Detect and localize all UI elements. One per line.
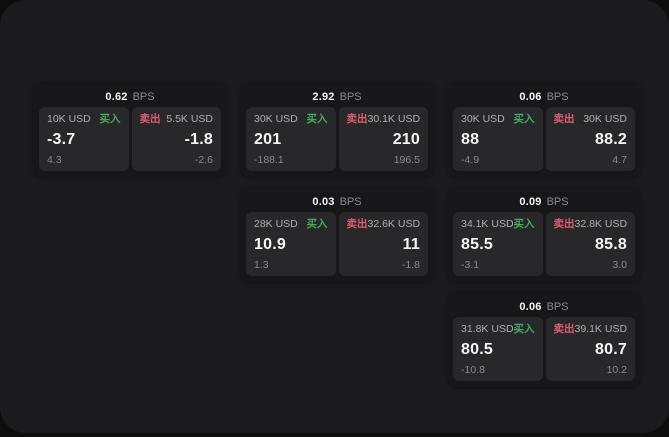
sell-change: 3.0 xyxy=(612,258,627,271)
sell-size: 32.8K USD xyxy=(574,218,628,230)
buy-sell-panels: 28K USD 买入 10.9 1.3 卖出 32.6K USD 11 -1.8 xyxy=(246,212,428,276)
sell-size: 30.1K USD xyxy=(367,113,421,125)
bps-value: 0.03 xyxy=(312,195,335,208)
quote-card: 2.92 BPS 30K USD 买入 201 -188.1 卖出 xyxy=(240,82,434,177)
quote-card: 0.09 BPS 34.1K USD 买入 85.5 -3.1 卖出 xyxy=(447,187,641,282)
buy-change: -10.8 xyxy=(461,363,485,376)
buy-size: 30K USD xyxy=(254,113,298,125)
bps-header: 0.62 BPS xyxy=(39,87,221,106)
sell-size: 5.5K USD xyxy=(166,113,213,125)
sell-price: 210 xyxy=(392,130,420,148)
sell-change: -2.6 xyxy=(194,153,213,166)
buy-panel[interactable]: 34.1K USD 买入 85.5 -3.1 xyxy=(453,212,543,276)
buy-tag: 买入 xyxy=(513,113,535,125)
sell-panel[interactable]: 卖出 32.8K USD 85.8 3.0 xyxy=(545,212,635,276)
buy-price: 85.5 xyxy=(461,235,493,253)
sell-tag: 卖出 xyxy=(553,218,575,230)
buy-change: 4.3 xyxy=(47,153,62,166)
sell-size: 32.6K USD xyxy=(367,218,421,230)
buy-price: -3.7 xyxy=(47,130,76,148)
bps-header: 2.92 BPS xyxy=(246,87,428,106)
sell-change: 196.5 xyxy=(393,153,420,166)
buy-size: 34.1K USD xyxy=(461,218,514,230)
sell-price: 85.8 xyxy=(595,235,627,253)
buy-sell-panels: 10K USD 买入 -3.7 4.3 卖出 5.5K USD -1.8 -2.… xyxy=(39,107,221,171)
bps-value: 0.62 xyxy=(105,90,128,103)
sell-price: 11 xyxy=(402,235,420,253)
buy-price: 80.5 xyxy=(461,340,493,358)
buy-size: 31.8K USD xyxy=(461,323,514,335)
buy-change: 1.3 xyxy=(254,258,269,271)
buy-sell-panels: 34.1K USD 买入 85.5 -3.1 卖出 32.8K USD 85.8… xyxy=(453,212,635,276)
sell-change: -1.8 xyxy=(401,258,420,271)
buy-size: 10K USD xyxy=(47,113,91,125)
buy-panel[interactable]: 10K USD 买入 -3.7 4.3 xyxy=(39,107,129,171)
buy-price: 10.9 xyxy=(254,235,286,253)
sell-panel[interactable]: 卖出 30K USD 88.2 4.7 xyxy=(545,107,635,171)
sell-change: 10.2 xyxy=(606,363,627,376)
buy-size: 30K USD xyxy=(461,113,505,125)
quote-card-grid: 0.62 BPS 10K USD 买入 -3.7 4.3 卖出 xyxy=(33,82,641,387)
buy-sell-panels: 30K USD 买入 201 -188.1 卖出 30.1K USD 210 1… xyxy=(246,107,428,171)
buy-sell-panels: 31.8K USD 买入 80.5 -10.8 卖出 39.1K USD 80.… xyxy=(453,317,635,381)
sell-tag: 卖出 xyxy=(346,113,368,125)
sell-size: 39.1K USD xyxy=(574,323,628,335)
sell-price: 88.2 xyxy=(595,130,627,148)
sell-change: 4.7 xyxy=(612,153,627,166)
buy-size: 28K USD xyxy=(254,218,298,230)
sell-panel[interactable]: 卖出 39.1K USD 80.7 10.2 xyxy=(545,317,635,381)
buy-tag: 买入 xyxy=(513,323,535,335)
buy-change: -188.1 xyxy=(254,153,284,166)
bps-unit: BPS xyxy=(132,90,155,103)
bps-unit: BPS xyxy=(546,90,569,103)
sell-panel[interactable]: 卖出 30.1K USD 210 196.5 xyxy=(338,107,428,171)
sell-tag: 卖出 xyxy=(139,113,161,125)
quote-card: 0.06 BPS 30K USD 买入 88 -4.9 卖出 xyxy=(447,82,641,177)
sell-panel[interactable]: 卖出 5.5K USD -1.8 -2.6 xyxy=(131,107,221,171)
buy-panel[interactable]: 30K USD 买入 201 -188.1 xyxy=(246,107,336,171)
sell-panel[interactable]: 卖出 32.6K USD 11 -1.8 xyxy=(338,212,428,276)
bps-value: 0.06 xyxy=(519,90,542,103)
bps-value: 0.09 xyxy=(519,195,542,208)
buy-change: -3.1 xyxy=(461,258,480,271)
bps-header: 0.06 BPS xyxy=(453,87,635,106)
buy-tag: 买入 xyxy=(306,113,328,125)
buy-change: -4.9 xyxy=(461,153,480,166)
sell-tag: 卖出 xyxy=(553,113,575,125)
buy-price: 88 xyxy=(461,130,480,148)
quote-card: 0.62 BPS 10K USD 买入 -3.7 4.3 卖出 xyxy=(33,82,227,177)
buy-tag: 买入 xyxy=(99,113,121,125)
sell-price: 80.7 xyxy=(595,340,627,358)
buy-price: 201 xyxy=(254,130,282,148)
bps-header: 0.06 BPS xyxy=(453,297,635,316)
buy-tag: 买入 xyxy=(513,218,535,230)
bps-header: 0.03 BPS xyxy=(246,192,428,211)
bps-unit: BPS xyxy=(546,195,569,208)
sell-price: -1.8 xyxy=(184,130,213,148)
sell-tag: 卖出 xyxy=(553,323,575,335)
buy-tag: 买入 xyxy=(306,218,328,230)
bps-value: 0.06 xyxy=(519,300,542,313)
buy-sell-panels: 30K USD 买入 88 -4.9 卖出 30K USD 88.2 4.7 xyxy=(453,107,635,171)
quote-card: 0.06 BPS 31.8K USD 买入 80.5 -10.8 卖 xyxy=(447,292,641,387)
bps-unit: BPS xyxy=(339,195,362,208)
buy-panel[interactable]: 28K USD 买入 10.9 1.3 xyxy=(246,212,336,276)
sell-tag: 卖出 xyxy=(346,218,368,230)
bps-header: 0.09 BPS xyxy=(453,192,635,211)
bps-unit: BPS xyxy=(546,300,569,313)
buy-panel[interactable]: 30K USD 买入 88 -4.9 xyxy=(453,107,543,171)
bps-unit: BPS xyxy=(339,90,362,103)
quote-card: 0.03 BPS 28K USD 买入 10.9 1.3 卖出 xyxy=(240,187,434,282)
sell-size: 30K USD xyxy=(583,113,627,125)
bps-value: 2.92 xyxy=(312,90,335,103)
buy-panel[interactable]: 31.8K USD 买入 80.5 -10.8 xyxy=(453,317,543,381)
